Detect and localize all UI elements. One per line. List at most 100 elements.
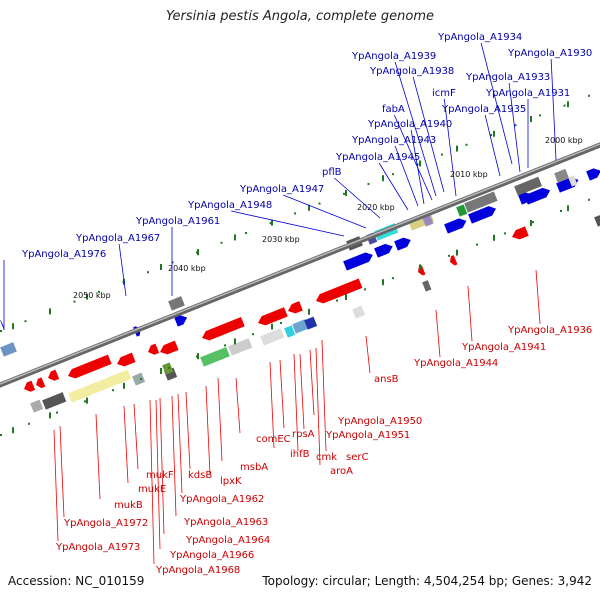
- reverse-gene-label: ihfB: [290, 449, 310, 460]
- label-leader-lines: [3, 42, 557, 565]
- reverse-gene-label: YpAngola_A1944: [413, 358, 498, 369]
- scale-label: 2040 kbp: [168, 264, 206, 273]
- feature-block: [292, 319, 309, 334]
- feature-block: [42, 392, 67, 410]
- feature-block: [228, 338, 253, 356]
- forward-gene-label: YpAngola_A1948: [187, 200, 272, 211]
- forward-gene-label: YpAngola_A1947: [239, 184, 324, 195]
- scale-dot: [318, 202, 321, 205]
- reverse-gene-arrow: [316, 278, 363, 304]
- feature-tracks: [0, 168, 600, 413]
- scale-dash: [86, 397, 88, 404]
- scale-dot: [560, 210, 562, 212]
- scale-dot: [56, 411, 58, 414]
- leader-line: [378, 162, 409, 211]
- genome-backbone: [0, 142, 600, 388]
- scale-dot: [588, 198, 590, 201]
- reverse-gene-label: YpAngola_A1964: [185, 535, 270, 546]
- leader-line: [235, 377, 241, 434]
- scale-dot: [224, 344, 226, 347]
- forward-gene-label: YpAngola_A1933: [465, 72, 550, 83]
- scale-dash: [382, 175, 384, 182]
- forward-gene-label: YpAngola_A1935: [441, 104, 526, 115]
- scale-dot: [171, 261, 174, 264]
- scale-dash: [49, 412, 51, 419]
- leader-line: [155, 399, 161, 550]
- scale-dot: [367, 183, 370, 185]
- feature-block: [68, 369, 132, 403]
- scale-dot: [364, 288, 366, 291]
- reverse-gene-label: YpAngola_A1962: [179, 494, 264, 505]
- scale-dot: [294, 212, 296, 215]
- scale-dot: [532, 221, 534, 224]
- scale-dash: [234, 234, 236, 241]
- forward-gene-label: YpAngola_A1940: [367, 119, 452, 130]
- feature-block: [30, 399, 44, 413]
- reverse-gene-label: mukE: [138, 484, 166, 495]
- feature-block: [554, 168, 569, 183]
- leader-line: [393, 114, 433, 201]
- scale-dot: [448, 254, 450, 257]
- forward-gene-label: YpAngola_A1961: [135, 216, 220, 227]
- scale-label: 2010 kbp: [450, 170, 488, 179]
- leader-line: [334, 177, 381, 219]
- feature-block: [132, 372, 146, 386]
- leader-line: [159, 397, 165, 535]
- reverse-gene-label: YpAngola_A1963: [183, 517, 268, 528]
- scale-dot: [112, 389, 114, 392]
- leader-line: [410, 129, 425, 205]
- leader-line: [205, 385, 211, 476]
- scale-dash: [12, 427, 14, 434]
- scale-dot: [504, 232, 506, 235]
- backbone-highlight: [0, 143, 600, 385]
- reverse-gene-arrow: [117, 352, 136, 367]
- scale-dot: [465, 143, 468, 146]
- leader-line: [535, 269, 541, 325]
- scale-dash: [530, 116, 532, 122]
- scale-dash: [419, 160, 421, 167]
- leader-line: [231, 210, 345, 237]
- reverse-gene-arrow: [258, 307, 288, 326]
- leader-line: [365, 335, 371, 374]
- scale-dash: [493, 234, 495, 241]
- leader-line: [217, 377, 223, 462]
- scale-dot: [490, 134, 492, 136]
- forward-gene-label: YpAngola_A1931: [485, 88, 570, 99]
- feature-block: [568, 175, 578, 187]
- scale-dash: [308, 308, 310, 315]
- gene-labels: YpAngola_A1934 YpAngola_A1930 YpAngola_A19…: [21, 32, 592, 576]
- forward-gene-label: fabA: [382, 104, 405, 115]
- scale-dot: [168, 366, 170, 369]
- reverse-gene-arrow: [160, 340, 179, 355]
- forward-gene-arrow: [174, 315, 188, 327]
- reverse-gene-label: YpAngola_A1972: [63, 518, 148, 529]
- reverse-gene-arrow: [36, 377, 46, 389]
- genome-summary-text: Topology: circular; Length: 4,504,254 bp…: [262, 574, 592, 588]
- scale-dash: [160, 368, 162, 374]
- forward-gene-arrow: [394, 237, 411, 251]
- scale-dot: [343, 192, 345, 195]
- leader-line: [118, 243, 127, 297]
- feature-block: [260, 328, 285, 346]
- scale-dash: [456, 145, 458, 152]
- feature-block: [284, 325, 296, 338]
- scale-dot: [514, 124, 517, 127]
- forward-gene-arrow: [468, 206, 496, 224]
- leader-line: [508, 82, 521, 173]
- scale-dot: [84, 400, 86, 403]
- scale-dash: [197, 353, 199, 360]
- forward-gene-label: icmF: [432, 88, 456, 99]
- leader-line: [279, 359, 285, 429]
- leader-line: [123, 405, 129, 484]
- map-title: Yersinia pestis Angola, complete genome: [166, 9, 434, 24]
- scale-dot: [280, 322, 282, 324]
- reverse-gene-label: rpsA: [292, 429, 315, 440]
- scale-dash: [49, 308, 51, 315]
- reverse-gene-label: msbA: [240, 462, 268, 473]
- scale-dot: [392, 173, 394, 176]
- scale-dot: [336, 299, 338, 302]
- leader-line: [412, 76, 445, 193]
- feature-block: [352, 305, 366, 319]
- leader-line: [309, 349, 315, 416]
- scale-dash: [234, 338, 236, 345]
